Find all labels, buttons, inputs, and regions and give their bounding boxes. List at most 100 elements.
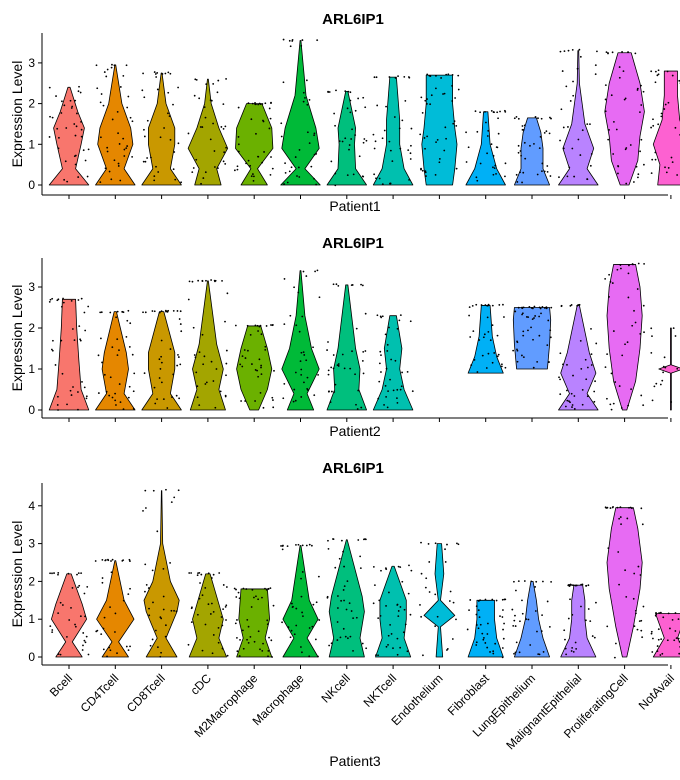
data-point (151, 569, 154, 572)
data-point (628, 506, 630, 509)
data-point (487, 352, 490, 355)
data-point (339, 636, 342, 639)
data-point (254, 324, 257, 327)
data-point (658, 612, 661, 614)
data-point (590, 152, 593, 155)
violin-CD8Tcell (143, 490, 180, 658)
data-point (517, 306, 520, 309)
data-point (162, 595, 165, 598)
data-point (238, 597, 241, 600)
data-point (662, 371, 665, 374)
data-point (169, 562, 171, 564)
data-point (266, 623, 269, 626)
y-tick-layer: 0 1 2 3 (28, 280, 42, 417)
data-point (271, 324, 274, 327)
data-point (492, 111, 495, 114)
violin-Fibroblast (467, 305, 504, 374)
violin-ProliferatingCell (604, 52, 645, 186)
data-point (625, 147, 628, 149)
data-point (589, 123, 591, 126)
data-point (247, 159, 250, 162)
data-point (568, 400, 570, 403)
data-point (346, 580, 349, 583)
data-point (590, 327, 592, 330)
data-point (426, 73, 429, 76)
data-point (217, 79, 220, 82)
data-point (604, 366, 607, 369)
data-point (630, 388, 632, 390)
data-point (114, 612, 117, 615)
data-point (642, 90, 645, 93)
data-point (497, 132, 500, 135)
data-point (579, 339, 582, 342)
data-point (335, 283, 338, 286)
data-point (111, 346, 114, 349)
data-point (372, 565, 375, 568)
data-point (264, 348, 267, 351)
data-point (308, 142, 311, 144)
data-point (562, 126, 565, 129)
x-tick-label: cDC (188, 671, 215, 698)
data-point (106, 68, 109, 71)
data-point (351, 284, 354, 286)
data-point (579, 154, 582, 156)
data-point (375, 76, 378, 79)
data-point (425, 175, 427, 177)
data-point (609, 403, 612, 406)
data-point (569, 401, 571, 404)
data-point (571, 406, 573, 408)
data-point (113, 159, 116, 162)
data-point (388, 591, 390, 594)
data-point (209, 99, 212, 102)
data-point (586, 366, 589, 369)
data-point (267, 649, 270, 652)
data-point (666, 70, 669, 73)
y-axis-label: Expression Level (9, 61, 25, 168)
data-point (344, 90, 347, 93)
data-point (79, 339, 82, 342)
violin-NKTcell (375, 565, 412, 658)
data-point (143, 372, 146, 375)
data-point (532, 366, 535, 369)
y-tick-label: 4 (28, 499, 35, 513)
data-point (387, 643, 389, 646)
data-point (522, 306, 525, 309)
data-point (424, 99, 427, 102)
data-point (224, 394, 227, 397)
data-point (241, 355, 244, 358)
data-point (520, 154, 522, 157)
data-point (361, 642, 364, 645)
data-point (495, 599, 498, 602)
data-point (141, 89, 144, 92)
data-point (514, 589, 517, 592)
data-point (660, 638, 663, 640)
data-point (374, 140, 377, 143)
data-point (270, 324, 272, 326)
data-point (191, 171, 194, 174)
data-point (58, 136, 60, 139)
data-point (615, 128, 618, 131)
data-point (398, 319, 401, 322)
data-point (95, 64, 98, 67)
data-point (522, 330, 525, 333)
y-tick-label: 3 (28, 280, 35, 294)
data-point (373, 76, 376, 79)
data-point (250, 606, 253, 608)
data-point (131, 353, 134, 356)
data-point (586, 395, 589, 398)
data-point (504, 175, 506, 178)
data-point (559, 393, 562, 396)
data-point (328, 644, 331, 647)
data-point (669, 627, 671, 630)
data-point (154, 73, 157, 75)
data-point (634, 609, 637, 612)
data-point (620, 407, 623, 409)
data-point (670, 401, 673, 403)
data-point (612, 402, 615, 405)
data-point (573, 395, 576, 397)
data-point (156, 88, 159, 91)
data-point (527, 329, 529, 332)
data-point (176, 364, 179, 367)
violin-Macrophage (282, 545, 319, 658)
